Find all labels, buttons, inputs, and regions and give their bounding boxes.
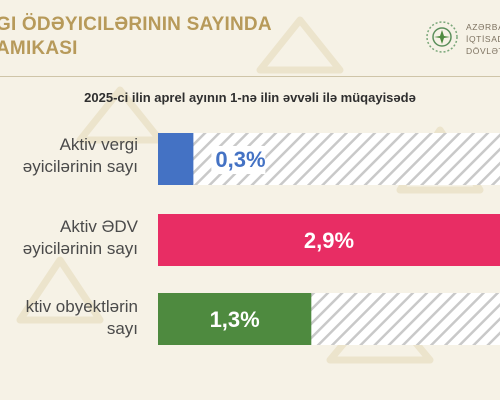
org-name-line3: DÖVLƏT bbox=[466, 46, 500, 56]
bar-3 bbox=[158, 293, 312, 345]
bar-1 bbox=[158, 133, 194, 185]
category-label-2: Aktiv ƏDV əyicilərinin sayı bbox=[22, 217, 138, 258]
chart-area: Aktiv vergi əyicilərinin sayı Aktiv ƏDV … bbox=[0, 110, 500, 400]
value-label-3: 1,3% bbox=[210, 307, 260, 332]
page-title: GI ÖDƏYICILƏRININ SAYINDA bbox=[0, 14, 272, 35]
page-title-line2: AMIKASI bbox=[0, 38, 78, 59]
category-label-3: ktiv obyektlərin sayı bbox=[25, 297, 138, 338]
bar-track-1 bbox=[158, 133, 500, 185]
header: GI ÖDƏYICILƏRININ SAYINDA AMIKASI AZƏRBA… bbox=[0, 0, 500, 76]
org-name-line1: AZƏRBA bbox=[466, 22, 500, 32]
emblem-icon bbox=[426, 21, 458, 53]
value-label-1: 0,3% bbox=[215, 147, 265, 172]
header-divider bbox=[0, 76, 500, 77]
value-label-backing-1 bbox=[211, 146, 266, 174]
category-label-1: Aktiv vergi əyicilərinin sayı bbox=[22, 135, 138, 176]
value-label-2: 2,9% bbox=[304, 228, 354, 253]
chart-title: 2025-ci ilin aprel ayının 1-nə ilin əvvə… bbox=[84, 90, 416, 105]
bar-2 bbox=[158, 214, 500, 266]
bar-plot: 0,3% 2,9% 1,3% bbox=[158, 133, 500, 345]
